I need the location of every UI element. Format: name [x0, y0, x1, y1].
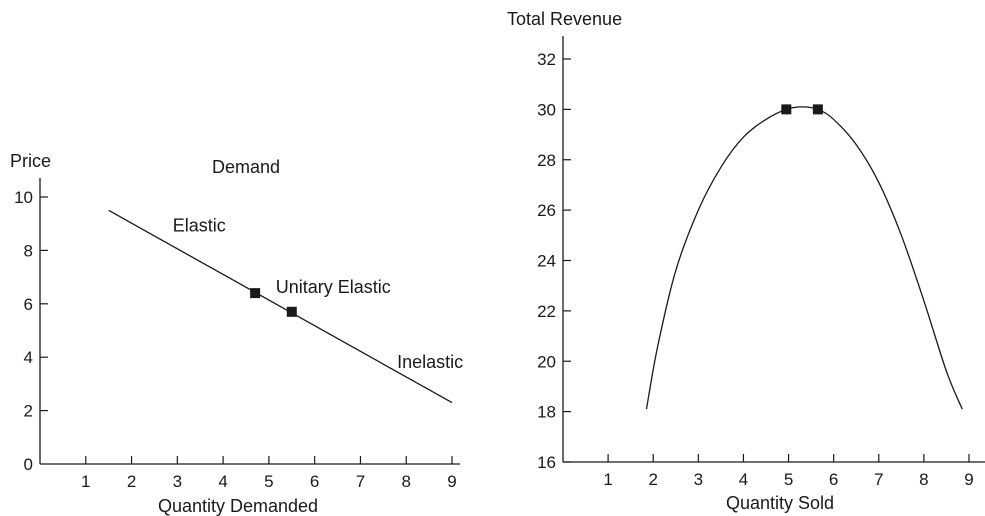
demand-x-tick-label: 1: [81, 472, 90, 491]
revenue-point-marker: [812, 104, 823, 115]
revenue-x-tick-label: 3: [694, 470, 703, 489]
revenue-y-tick-label: 20: [537, 352, 556, 371]
revenue-x-tick-label: 5: [784, 470, 793, 489]
revenue-chart: Total Revenue Quantity Sold 1 2 3 4 5 6 7 8 9 16 1…: [507, 9, 985, 513]
revenue-y-tick-label: 24: [537, 252, 556, 271]
demand-chart: Demand Price Quantity Demanded 1 2 3 4 5 6 7 8 9…: [10, 151, 463, 516]
revenue-x-axis-title: Quantity Sold: [726, 493, 834, 513]
demand-x-tick-label: 9: [447, 472, 456, 491]
demand-annotation: Unitary Elastic: [276, 277, 391, 297]
revenue-x-tick-label: 9: [964, 470, 973, 489]
demand-y-tick-label: 6: [24, 295, 33, 314]
demand-x-tick-label: 2: [127, 472, 136, 491]
revenue-y-tick-label: 18: [537, 403, 556, 422]
revenue-x-tick-label: 4: [739, 470, 748, 489]
demand-point-marker: [250, 288, 261, 299]
demand-x-tick-label: 6: [310, 472, 319, 491]
demand-x-axis-title: Quantity Demanded: [158, 496, 318, 516]
demand-annotation: Inelastic: [397, 352, 463, 372]
revenue-y-tick-label: 32: [537, 50, 556, 69]
revenue-x-tick-label: 7: [874, 470, 883, 489]
demand-x-tick-label: 3: [173, 472, 182, 491]
demand-chart-title: Demand: [212, 157, 280, 177]
demand-annotation: Elastic: [173, 216, 226, 236]
demand-y-axis-title: Price: [10, 151, 51, 171]
revenue-x-tick-label: 2: [648, 470, 657, 489]
revenue-y-axis-title: Total Revenue: [507, 9, 622, 29]
revenue-point-marker: [781, 104, 792, 115]
demand-x-tick-label: 5: [264, 472, 273, 491]
demand-point-marker: [286, 306, 297, 317]
demand-y-tick-label: 10: [14, 188, 33, 207]
revenue-y-tick-label: 16: [537, 453, 556, 472]
revenue-curve: [645, 106, 963, 410]
demand-y-tick-label: 0: [24, 455, 33, 474]
demand-y-tick-label: 8: [24, 241, 33, 260]
revenue-y-tick-label: 28: [537, 151, 556, 170]
revenue-y-tick-label: 22: [537, 302, 556, 321]
demand-curve: [108, 209, 453, 404]
demand-x-tick-label: 4: [218, 472, 227, 491]
demand-x-tick-label: 8: [401, 472, 410, 491]
demand-x-tick-label: 7: [356, 472, 365, 491]
revenue-y-tick-label: 26: [537, 201, 556, 220]
revenue-x-tick-label: 6: [829, 470, 838, 489]
revenue-x-tick-label: 8: [919, 470, 928, 489]
revenue-x-tick-label: 1: [603, 470, 612, 489]
revenue-y-tick-label: 30: [537, 100, 556, 119]
demand-y-tick-label: 4: [24, 348, 33, 367]
demand-y-tick-label: 2: [24, 402, 33, 421]
